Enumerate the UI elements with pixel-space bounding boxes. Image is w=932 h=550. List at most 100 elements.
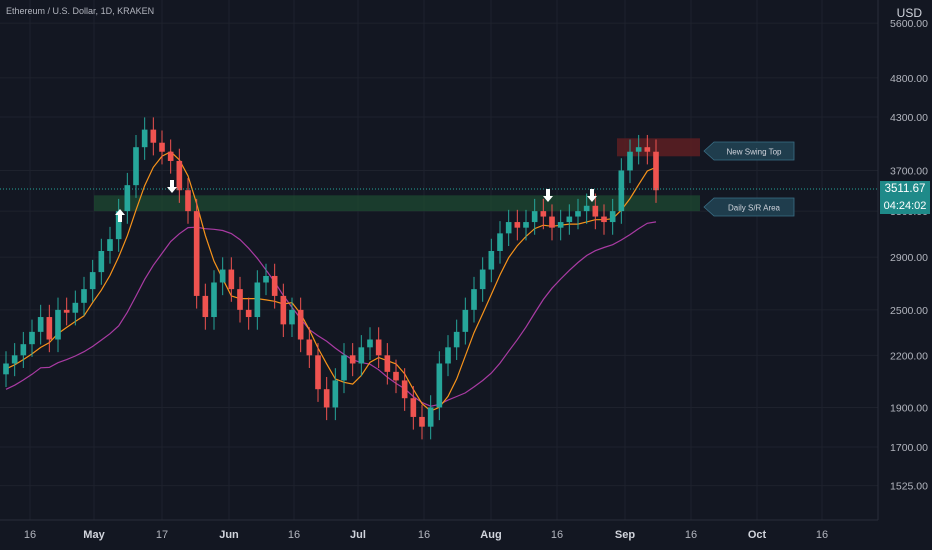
- candle-body: [410, 398, 417, 417]
- long-moving-average-line: [5, 221, 657, 407]
- time-tick-label: 16: [685, 529, 697, 541]
- candle-body: [332, 380, 339, 408]
- symbol-name: Ethereum / U.S. Dollar: [6, 6, 96, 16]
- candle-body: [159, 142, 165, 152]
- candle-body: [358, 347, 365, 364]
- time-tick-label: 16: [418, 529, 430, 541]
- candle-body: [297, 309, 304, 340]
- exchange: KRAKEN: [117, 6, 155, 16]
- candle-body: [89, 272, 96, 290]
- candle-body: [167, 151, 174, 161]
- price-tick-label: 2500.00: [890, 305, 928, 317]
- support-callout-box: [703, 197, 795, 217]
- candle-body: [46, 317, 53, 340]
- time-tick-label: Oct: [748, 529, 767, 541]
- down-arrow-icon: [543, 189, 553, 202]
- down-arrow-icon: [587, 189, 597, 202]
- candle-body: [453, 331, 460, 348]
- candle-body: [228, 269, 235, 290]
- price-tick-label: 2900.00: [890, 252, 928, 264]
- candle-body: [367, 339, 373, 348]
- price-tick-label: 4800.00: [890, 73, 928, 85]
- candle-body: [514, 222, 521, 228]
- candle-body: [401, 380, 408, 399]
- down-arrow-icon: [167, 180, 177, 193]
- candle-body: [63, 309, 70, 313]
- candle-body: [393, 371, 399, 381]
- candle-body: [557, 222, 564, 228]
- candle-body: [323, 389, 330, 408]
- candle-body: [609, 211, 616, 223]
- candle-body: [193, 211, 200, 296]
- candle-body: [436, 363, 443, 408]
- candle-body: [3, 363, 9, 375]
- candle-body: [271, 275, 278, 296]
- candle-body: [315, 355, 321, 390]
- candle-body: [219, 269, 226, 283]
- candle-body: [124, 185, 131, 212]
- resistance-callout-text: New Swing Top: [727, 148, 783, 157]
- candle-body: [445, 347, 451, 364]
- time-tick-label: May: [83, 529, 105, 541]
- resistance-zone: [617, 138, 700, 157]
- candle-body: [150, 129, 157, 143]
- time-tick-label: 16: [288, 529, 300, 541]
- candle-body: [635, 147, 642, 152]
- candle-body: [37, 317, 44, 332]
- resistance-callout-box: [703, 141, 795, 161]
- candle-body: [245, 309, 252, 318]
- chart-title: Ethereum / U.S. Dollar, 1D, KRAKEN: [6, 6, 155, 16]
- time-tick-label: Jun: [219, 529, 239, 541]
- candle-body: [384, 355, 391, 372]
- up-arrow-icon: [115, 209, 125, 222]
- candle-body: [176, 160, 183, 191]
- candle-body: [375, 339, 382, 356]
- candle-body: [306, 339, 313, 356]
- candle-body: [349, 355, 356, 364]
- candle-body: [549, 216, 555, 228]
- candle-body: [280, 295, 287, 325]
- candle-body: [419, 416, 425, 427]
- candle-body: [115, 211, 122, 240]
- time-tick-label: 16: [816, 529, 828, 541]
- candle-body: [627, 151, 633, 171]
- price-tick-label: 5600.00: [890, 18, 928, 30]
- time-tick-label: Aug: [480, 529, 501, 541]
- candle-body: [644, 147, 651, 152]
- price-tick-label: 3700.00: [890, 165, 928, 177]
- candle-body: [575, 211, 581, 217]
- candle-body: [583, 205, 590, 212]
- time-tick-label: Jul: [350, 529, 366, 541]
- time-tick-label: 16: [551, 529, 563, 541]
- candle-body: [11, 355, 18, 364]
- candle-body: [497, 233, 503, 251]
- candle-body: [81, 289, 87, 303]
- candle-body: [211, 282, 217, 318]
- price-tick-label: 4300.00: [890, 112, 928, 124]
- price-tick-label: 1900.00: [890, 402, 928, 414]
- candle-body: [601, 216, 607, 223]
- candle-body: [98, 250, 105, 273]
- candle-body: [254, 282, 261, 318]
- candle-body: [202, 295, 209, 318]
- time-tick-label: Sep: [615, 529, 635, 541]
- short-moving-average-line: [5, 150, 657, 412]
- candle-body: [523, 222, 529, 228]
- candle-body: [72, 302, 79, 313]
- candle-body: [263, 275, 269, 283]
- candle-body: [341, 355, 347, 381]
- candle-body: [427, 407, 434, 427]
- price-tick-label: 1700.00: [890, 442, 928, 454]
- candle-body: [479, 269, 486, 290]
- candle-body: [618, 170, 625, 212]
- candle-body: [505, 222, 512, 234]
- time-tick-label: 16: [24, 529, 36, 541]
- candle-body: [471, 289, 477, 310]
- last-price-tag: 3511.67: [880, 181, 930, 198]
- support-callout-text: Daily S/R Area: [728, 204, 781, 213]
- candle-body: [462, 309, 469, 332]
- candle-body: [55, 309, 61, 340]
- candle-body: [133, 147, 139, 186]
